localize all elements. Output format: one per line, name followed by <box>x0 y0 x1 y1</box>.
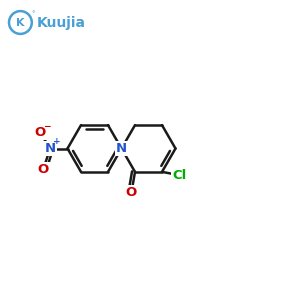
Text: −: − <box>43 122 50 131</box>
Text: °: ° <box>32 11 35 17</box>
Text: O: O <box>34 126 46 139</box>
Text: +: + <box>53 137 61 146</box>
Text: N: N <box>116 142 127 155</box>
Text: Kuujia: Kuujia <box>37 16 86 29</box>
Text: N: N <box>44 142 56 155</box>
Text: K: K <box>16 17 25 28</box>
Text: O: O <box>126 186 137 200</box>
Text: Cl: Cl <box>172 169 186 182</box>
Text: O: O <box>37 163 49 176</box>
